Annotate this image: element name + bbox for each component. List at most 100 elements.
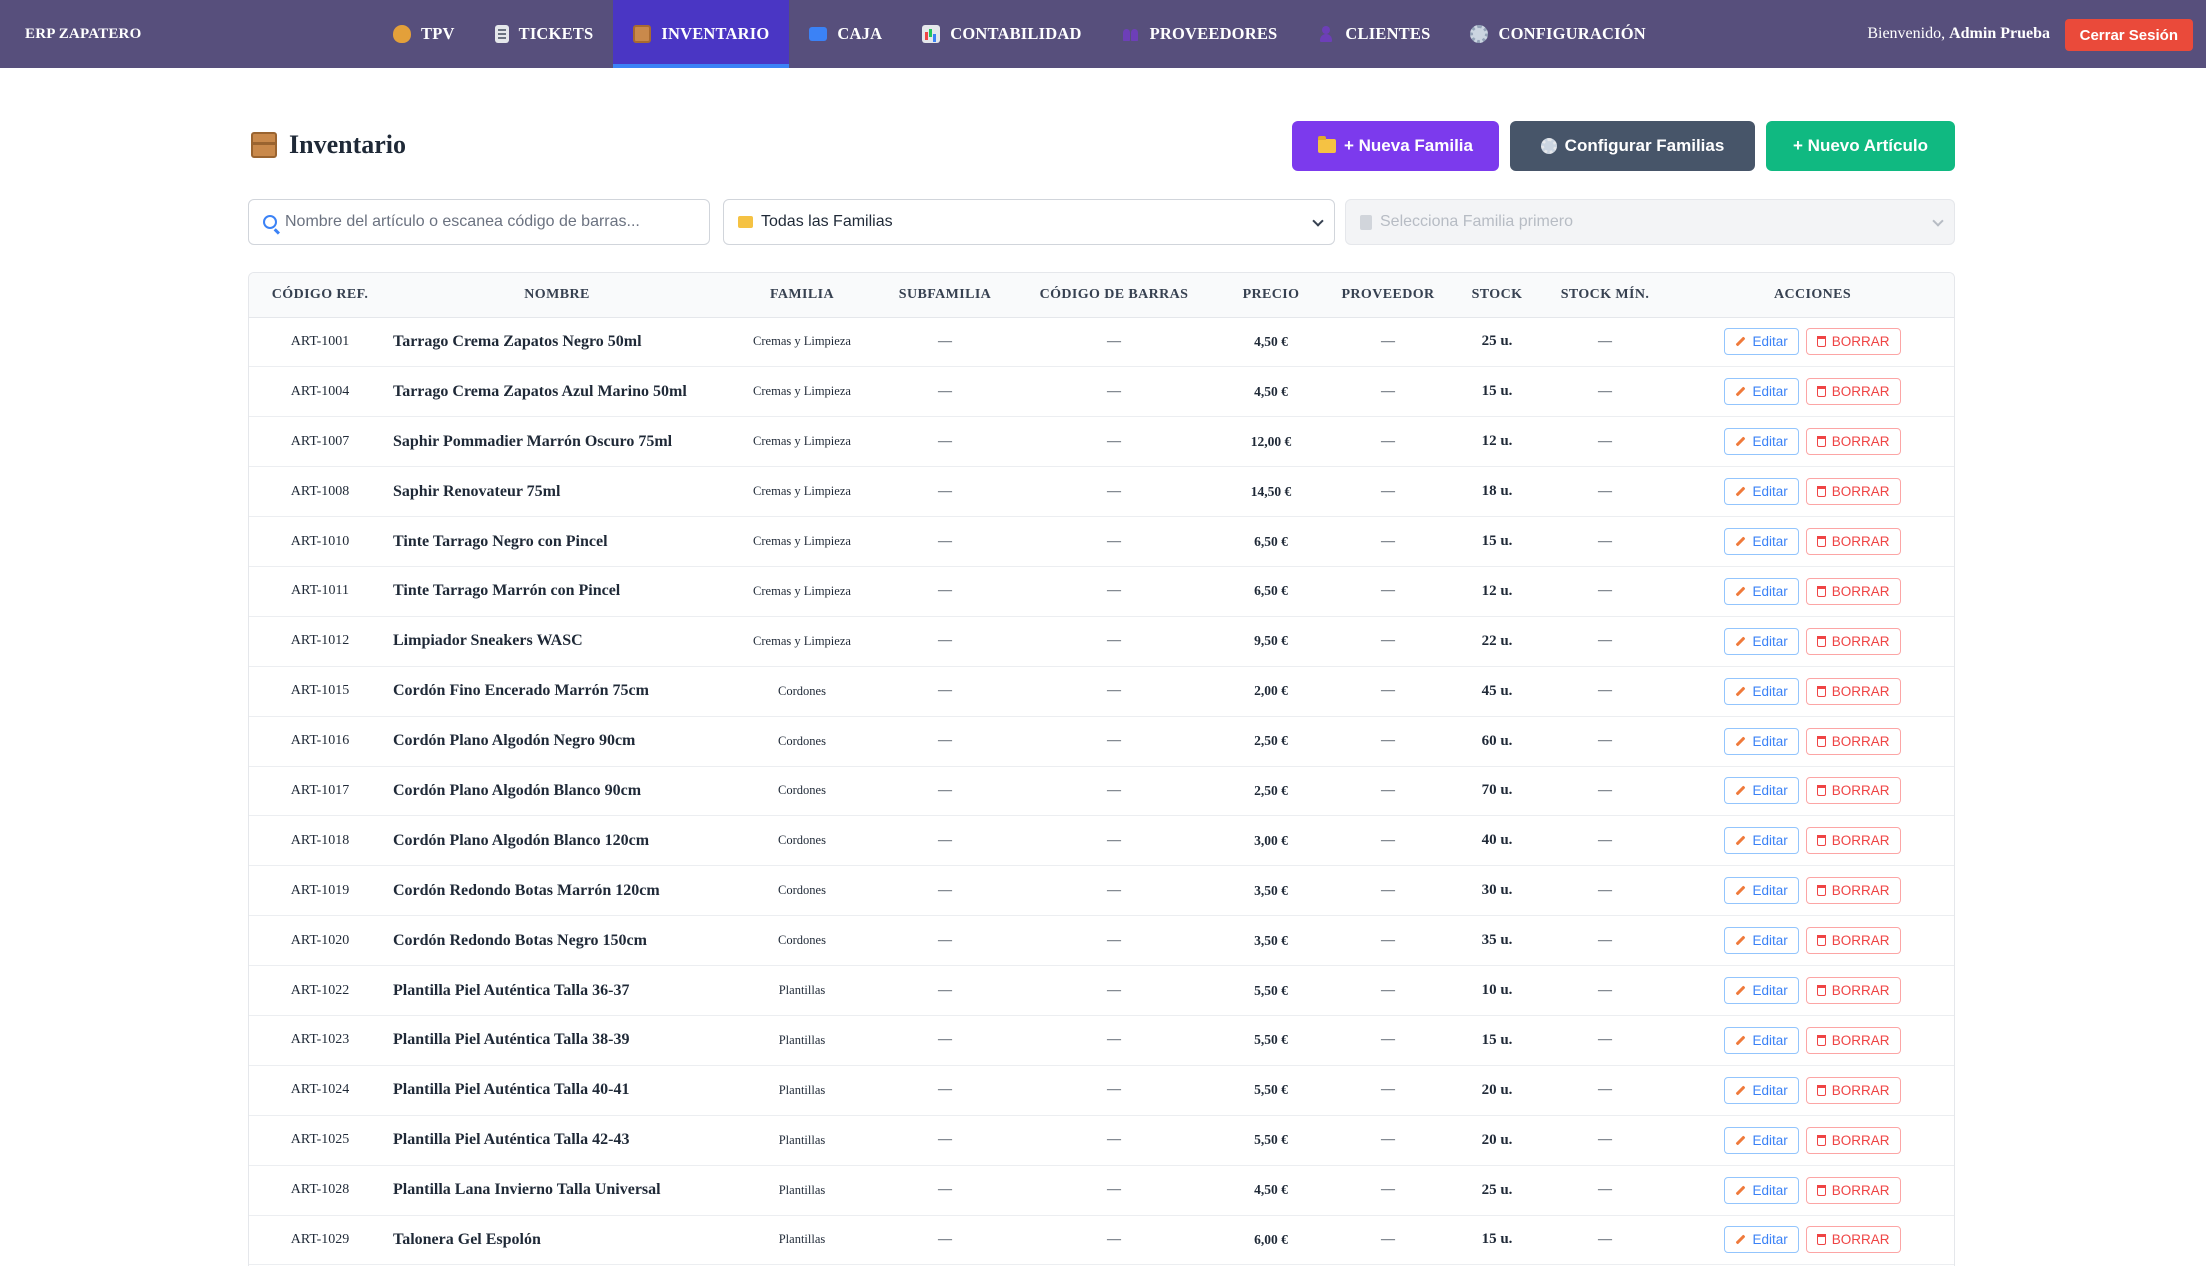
nav-item-clientes[interactable]: CLIENTES — [1297, 0, 1450, 68]
edit-button[interactable]: Editar — [1724, 677, 1799, 705]
cell-stock-text: 15 u. — [1481, 1231, 1513, 1248]
delete-button[interactable]: BORRAR — [1805, 677, 1901, 705]
column-header[interactable]: NOMBRE — [391, 273, 723, 318]
delete-button[interactable]: BORRAR — [1805, 977, 1901, 1005]
row-actions: Editar BORRAR — [1669, 977, 1954, 1005]
brand-name[interactable]: ERP ZAPATERO — [25, 26, 142, 42]
nav-item-tpv[interactable]: TPV — [373, 0, 475, 68]
column-header[interactable]: FAMILIA — [723, 273, 881, 318]
edit-button[interactable]: Editar — [1724, 877, 1799, 905]
edit-button[interactable]: Editar — [1724, 1026, 1799, 1054]
family-select[interactable]: Todas las Familias — [723, 199, 1335, 245]
cell-supplier: — — [1323, 616, 1453, 666]
delete-button[interactable]: BORRAR — [1805, 827, 1901, 855]
edit-button[interactable]: Editar — [1724, 428, 1799, 456]
delete-button[interactable]: BORRAR — [1805, 927, 1901, 955]
new-family-button[interactable]: + Nueva Familia — [1292, 121, 1499, 171]
shopping-bag-icon — [393, 25, 411, 43]
edit-button[interactable]: Editar — [1724, 528, 1799, 555]
subfamily-select[interactable]: Selecciona Familia primero — [1345, 199, 1955, 245]
delete-button[interactable]: BORRAR — [1805, 1176, 1901, 1204]
cell-supplier-text: — — [1381, 433, 1395, 449]
nav-item-inventario[interactable]: INVENTARIO — [613, 0, 790, 68]
column-header[interactable]: PROVEEDOR — [1323, 273, 1453, 318]
cell-stock-min: — — [1541, 766, 1669, 816]
nav-item-configuracion[interactable]: CONFIGURACIÓN — [1450, 0, 1665, 68]
pencil-icon — [1736, 1185, 1746, 1196]
cell-code-text: ART-1008 — [290, 483, 350, 499]
cell-stock-min: — — [1541, 1165, 1669, 1215]
edit-label: Editar — [1752, 683, 1788, 699]
edit-button[interactable]: Editar — [1724, 827, 1799, 855]
delete-button[interactable]: BORRAR — [1805, 1126, 1901, 1154]
search-input[interactable]: Nombre del artículo o escanea código de … — [248, 199, 710, 245]
edit-button[interactable]: Editar — [1724, 1176, 1799, 1204]
cell-barcode: — — [1009, 517, 1219, 567]
cell-family: Cordones — [723, 766, 881, 816]
edit-button[interactable]: Editar — [1724, 577, 1799, 605]
cell-name: Cordón Redondo Botas Marrón 120cm — [391, 866, 723, 916]
delete-button[interactable]: BORRAR — [1805, 1076, 1901, 1104]
cell-stock-text: 20 u. — [1481, 1131, 1513, 1148]
column-header[interactable]: CÓDIGO DE BARRAS — [1009, 273, 1219, 318]
delete-label: BORRAR — [1831, 783, 1890, 799]
cell-actions: Editar BORRAR — [1669, 916, 1954, 966]
edit-button[interactable]: Editar — [1724, 777, 1799, 805]
logout-button[interactable]: Cerrar Sesión — [2064, 19, 2193, 51]
delete-button[interactable]: BORRAR — [1805, 428, 1901, 456]
delete-button[interactable]: BORRAR — [1805, 1226, 1901, 1254]
edit-button[interactable]: Editar — [1724, 328, 1799, 356]
column-header[interactable]: STOCK MÍN. — [1541, 273, 1669, 318]
edit-button[interactable]: Editar — [1724, 1126, 1799, 1154]
delete-button[interactable]: BORRAR — [1805, 528, 1901, 555]
cell-stock-text: 12 u. — [1481, 582, 1513, 599]
edit-button[interactable]: Editar — [1724, 378, 1799, 406]
delete-button[interactable]: BORRAR — [1805, 877, 1901, 905]
edit-button[interactable]: Editar — [1724, 478, 1799, 506]
cell-stock-text: 15 u. — [1481, 533, 1513, 549]
cell-name: Plantilla Piel Auténtica Talla 38-39 — [391, 1015, 723, 1065]
delete-button[interactable]: BORRAR — [1805, 378, 1901, 406]
edit-button[interactable]: Editar — [1724, 977, 1799, 1005]
cell-family: Cremas y Limpieza — [723, 317, 881, 367]
cell-barcode-text: — — [1107, 782, 1121, 798]
cell-supplier-text: — — [1381, 1082, 1395, 1098]
delete-button[interactable]: BORRAR — [1805, 727, 1901, 755]
delete-button[interactable]: BORRAR — [1805, 1026, 1901, 1054]
cell-family-text: Plantillas — [778, 1182, 826, 1197]
edit-button[interactable]: Editar — [1724, 727, 1799, 755]
edit-button[interactable]: Editar — [1724, 1226, 1799, 1254]
cell-subfamily-text: — — [938, 533, 952, 549]
cell-price-text: 6,50 € — [1254, 583, 1288, 599]
trash-icon — [1816, 935, 1826, 947]
edit-button[interactable]: Editar — [1724, 627, 1799, 655]
cell-supplier-text: — — [1381, 333, 1395, 349]
delete-button[interactable]: BORRAR — [1805, 328, 1901, 356]
column-header[interactable]: SUBFAMILIA — [881, 273, 1009, 318]
nav-item-proveedores[interactable]: PROVEEDORES — [1102, 0, 1298, 68]
pencil-icon — [1736, 1235, 1746, 1245]
column-header[interactable]: PRECIO — [1219, 273, 1323, 318]
delete-button[interactable]: BORRAR — [1805, 577, 1901, 605]
cell-family-text: Plantillas — [778, 1082, 826, 1097]
pencil-icon — [1736, 736, 1746, 747]
column-header[interactable]: STOCK — [1453, 273, 1541, 318]
gear-icon — [1470, 25, 1489, 43]
delete-button[interactable]: BORRAR — [1805, 478, 1901, 506]
nav-item-contabilidad[interactable]: CONTABILIDAD — [902, 0, 1101, 68]
trash-icon — [1816, 585, 1826, 597]
edit-button[interactable]: Editar — [1724, 927, 1799, 955]
nav-item-caja[interactable]: CAJA — [789, 0, 902, 68]
new-article-button[interactable]: + Nuevo Artículo — [1766, 121, 1955, 171]
column-header[interactable]: CÓDIGO REF. — [249, 273, 391, 318]
delete-button[interactable]: BORRAR — [1805, 777, 1901, 805]
delete-button[interactable]: BORRAR — [1805, 627, 1901, 655]
configure-families-button[interactable]: Configurar Familias — [1510, 121, 1755, 171]
edit-button[interactable]: Editar — [1724, 1076, 1799, 1104]
cell-stock-text: 15 u. — [1481, 1031, 1513, 1048]
nav-item-tickets[interactable]: TICKETS — [475, 0, 614, 68]
cell-price-text: 6,50 € — [1254, 533, 1288, 549]
cell-subfamily: — — [881, 367, 1009, 417]
cell-stock-min: — — [1541, 666, 1669, 716]
cell-stock-min-text: — — [1598, 683, 1612, 699]
